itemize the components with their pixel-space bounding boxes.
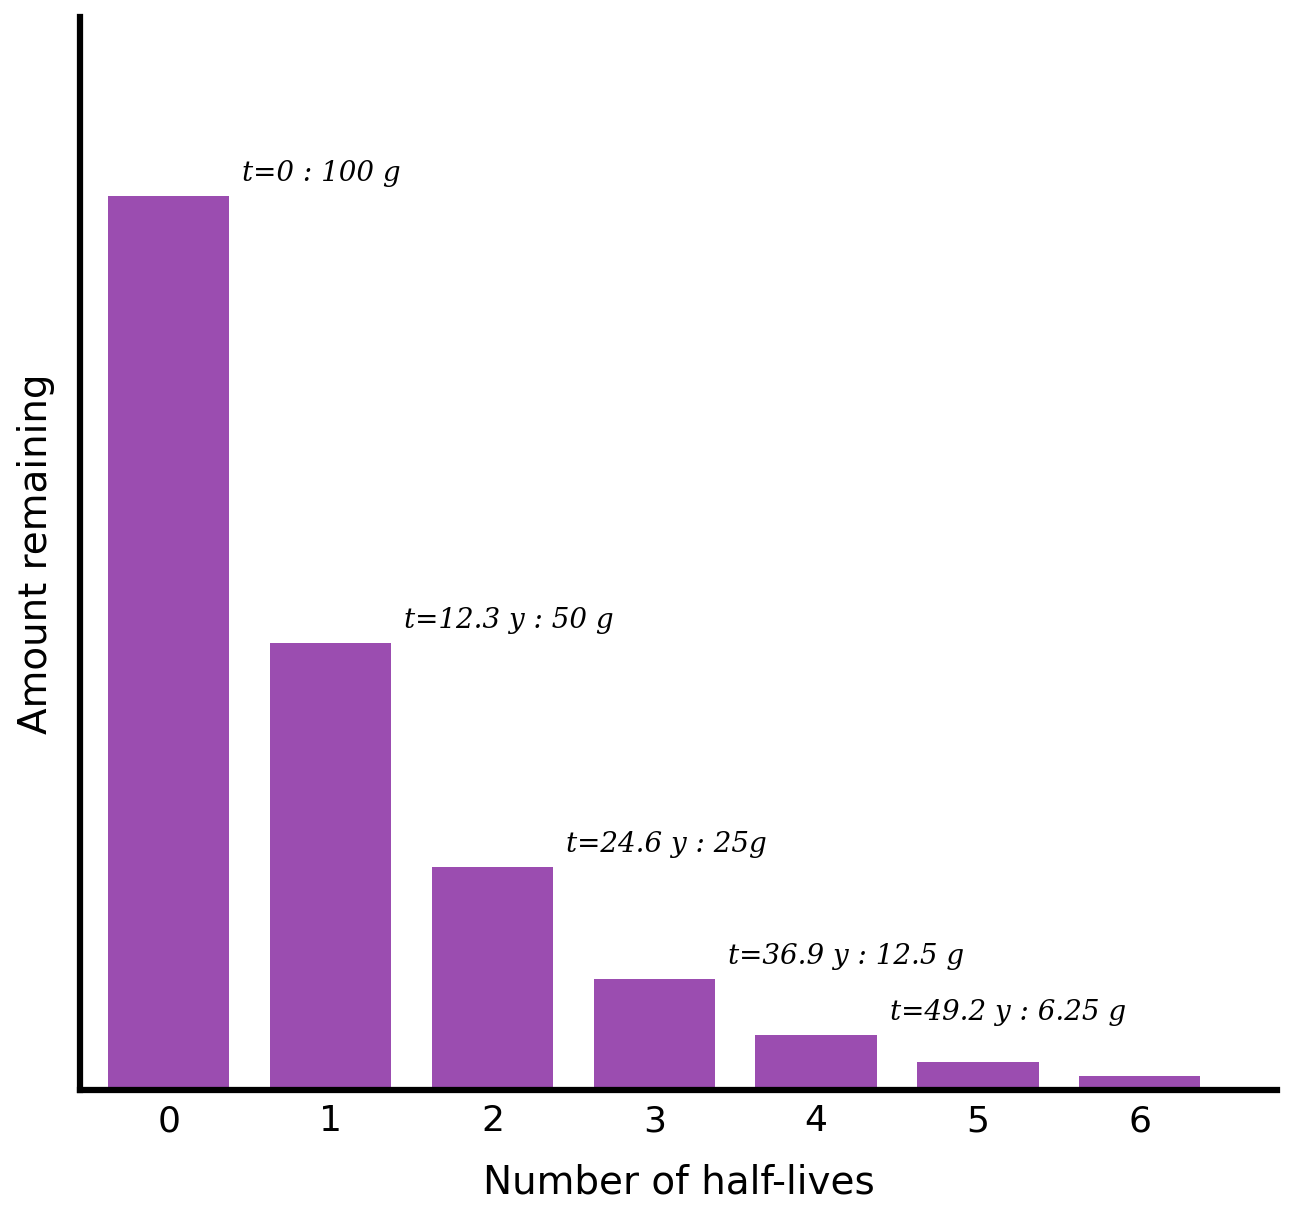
Text: t=49.2 y : 6.25 g: t=49.2 y : 6.25 g	[890, 999, 1126, 1026]
Bar	[756, 1034, 877, 1090]
Text: t=36.9 y : 12.5 g: t=36.9 y : 12.5 g	[727, 943, 964, 970]
Text: t=0 : 100 g: t=0 : 100 g	[242, 160, 401, 186]
Y-axis label: Amount remaining: Amount remaining	[17, 373, 54, 733]
Bar	[917, 1062, 1039, 1090]
Bar	[594, 978, 714, 1090]
X-axis label: Number of half-lives: Number of half-lives	[483, 1163, 875, 1201]
Bar	[1079, 1077, 1201, 1090]
Text: t=24.6 y : 25g: t=24.6 y : 25g	[565, 831, 767, 857]
Bar	[107, 196, 229, 1090]
Text: t=12.3 y : 50 g: t=12.3 y : 50 g	[404, 607, 613, 635]
Bar	[270, 643, 391, 1090]
Bar	[432, 867, 553, 1090]
